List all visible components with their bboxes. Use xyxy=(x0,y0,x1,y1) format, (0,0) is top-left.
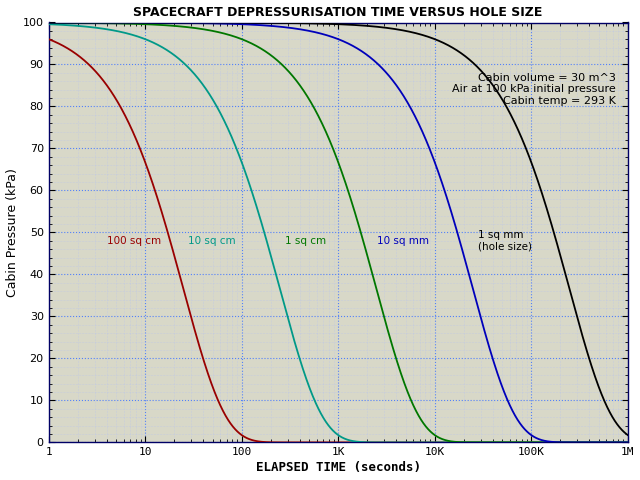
Text: 1 sq mm
(hole size): 1 sq mm (hole size) xyxy=(478,230,532,252)
Text: 100 sq cm: 100 sq cm xyxy=(107,236,161,246)
Text: Cabin volume = 30 m^3
Air at 100 kPa initial pressure
Cabin temp = 293 K: Cabin volume = 30 m^3 Air at 100 kPa ini… xyxy=(452,73,616,106)
Text: 10 sq mm: 10 sq mm xyxy=(376,236,429,246)
Text: 1 sq cm: 1 sq cm xyxy=(285,236,326,246)
Text: 10 sq cm: 10 sq cm xyxy=(188,236,236,246)
Y-axis label: Cabin Pressure (kPa): Cabin Pressure (kPa) xyxy=(6,168,19,297)
Title: SPACECRAFT DEPRESSURISATION TIME VERSUS HOLE SIZE: SPACECRAFT DEPRESSURISATION TIME VERSUS … xyxy=(134,6,543,19)
X-axis label: ELAPSED TIME (seconds): ELAPSED TIME (seconds) xyxy=(255,461,420,474)
